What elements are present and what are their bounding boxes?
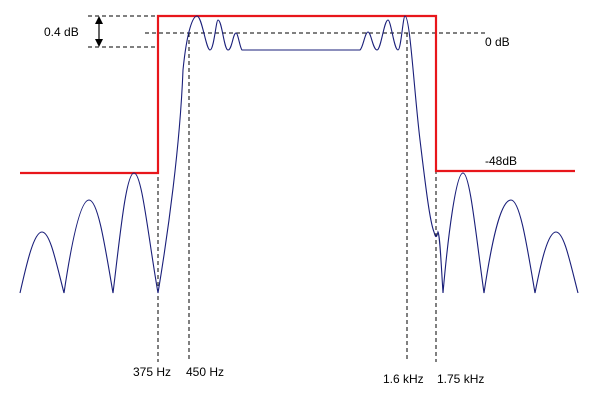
freq-label-375hz: 375 Hz xyxy=(133,365,171,379)
filter-response-curve xyxy=(19,15,579,294)
freq-label-1600hz: 1.6 kHz xyxy=(383,372,424,386)
ripple-label: 0.4 dB xyxy=(44,25,79,39)
ripple-arrow xyxy=(95,16,103,47)
zero-db-label: 0 dB xyxy=(485,35,510,49)
stopband-label: -48dB xyxy=(485,154,517,168)
freq-label-450hz: 450 Hz xyxy=(186,365,224,379)
freq-label-1750hz: 1.75 kHz xyxy=(437,372,484,386)
